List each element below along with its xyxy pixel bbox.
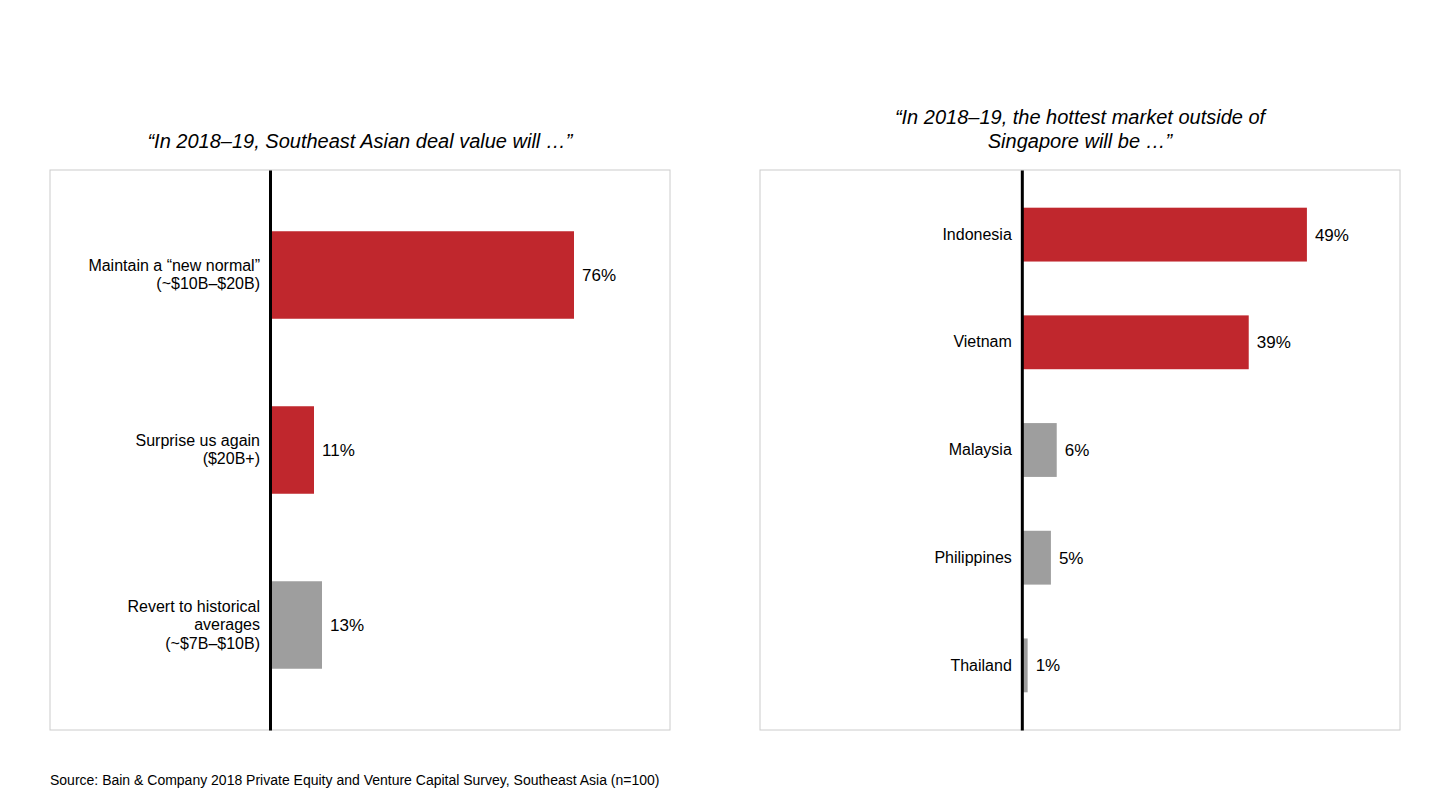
category-label: Maintain a “new normal”(~$10B–$20B): [88, 257, 260, 292]
annotation: Source: Bain & Company 2018 Private Equi…: [50, 772, 660, 788]
bar: [1022, 531, 1051, 585]
chart-title: “In 2018–19, Southeast Asian deal value …: [147, 130, 573, 152]
text-line: averages: [194, 616, 260, 633]
data-label: 11%: [322, 441, 355, 460]
text-line: Malaysia: [949, 441, 1012, 458]
tick: Maintain a “new normal”(~$10B–$20B): [88, 257, 260, 292]
chart-title: “In 2018–19, the hottest market outside …: [895, 106, 1268, 152]
data-label: 39%: [1257, 333, 1291, 352]
text-line: Indonesia: [942, 226, 1011, 243]
bar: [1022, 208, 1307, 262]
tick: Surprise us again($20B+): [135, 432, 260, 467]
bar: [1022, 423, 1057, 477]
plot-frame: [50, 170, 670, 730]
bar: [270, 406, 314, 494]
data-label: 13%: [330, 616, 364, 635]
tick: Philippines: [934, 549, 1011, 566]
data-label: 1%: [1036, 656, 1061, 675]
data-label: 49%: [1315, 226, 1349, 245]
category-label: Surprise us again($20B+): [135, 432, 260, 467]
text-line: Thailand: [950, 657, 1011, 674]
category-label: Indonesia: [942, 226, 1011, 243]
bar: [270, 231, 574, 319]
text-line: “In 2018–19, Southeast Asian deal value …: [147, 130, 573, 152]
text-line: Vietnam: [953, 333, 1011, 350]
text-line: Singapore will be …”: [988, 130, 1174, 152]
text-line: “In 2018–19, the hottest market outside …: [895, 106, 1268, 128]
bar: [1022, 315, 1249, 369]
text-line: Surprise us again: [135, 432, 260, 449]
bars: [270, 231, 574, 669]
axis-line: [269, 171, 272, 731]
category-label: Thailand: [950, 657, 1011, 674]
plot-frame: [760, 170, 1400, 730]
tick: Thailand: [950, 657, 1011, 674]
tick: Indonesia: [942, 226, 1011, 243]
category-label: Malaysia: [949, 441, 1012, 458]
axis-line: [1021, 171, 1024, 731]
text-line: (~$7B–$10B): [165, 635, 260, 652]
text-line: ($20B+): [203, 450, 260, 467]
text-line: Philippines: [934, 549, 1011, 566]
data-labels: 76% 11% 13%: [322, 266, 616, 635]
bars: [1022, 208, 1307, 693]
panel: 49% 39% 6% 5% 1% Indonesia Vietnam Malaysia Phil…: [760, 106, 1400, 731]
data-label: 6%: [1065, 441, 1090, 460]
tick: Revert to historicalaverages (~$7B–$10B): [128, 598, 261, 652]
tick: Malaysia: [949, 441, 1012, 458]
figure: 76% 11% 13% Maintain a “new normal”(~$10B–$…: [0, 0, 1440, 810]
data-label: 76%: [582, 266, 616, 285]
category-label: Philippines: [934, 549, 1011, 566]
category-label: Vietnam: [953, 333, 1011, 350]
category-label: Revert to historicalaverages (~$7B–$10B): [128, 598, 261, 652]
bar: [270, 581, 322, 669]
text-line: (~$10B–$20B): [156, 275, 260, 292]
tick: Vietnam: [953, 333, 1011, 350]
panel: 76% 11% 13% Maintain a “new normal”(~$10B–$…: [50, 130, 670, 731]
text-line: Revert to historical: [128, 598, 261, 615]
y-axis: Maintain a “new normal”(~$10B–$20B) Surpr…: [88, 171, 270, 731]
data-labels: 49% 39% 6% 5% 1%: [1036, 226, 1349, 676]
text-line: Maintain a “new normal”: [88, 257, 260, 274]
data-label: 5%: [1059, 549, 1084, 568]
y-axis: Indonesia Vietnam Malaysia Philippines Thail…: [934, 171, 1022, 731]
